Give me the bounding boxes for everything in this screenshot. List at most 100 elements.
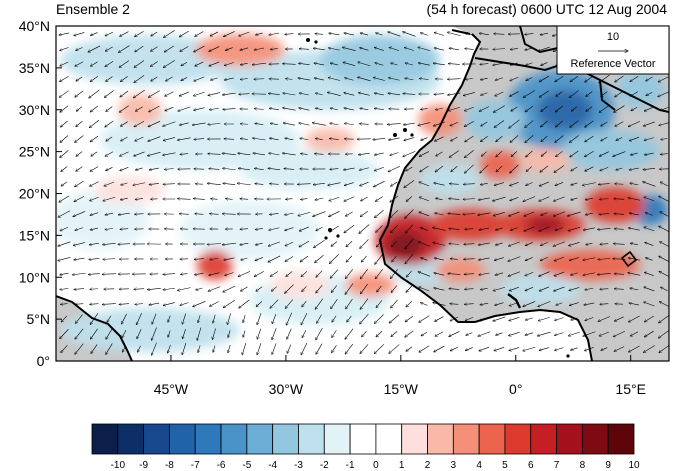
wind-vector bbox=[374, 210, 384, 218]
wind-vector bbox=[298, 78, 311, 81]
wind-vector bbox=[360, 48, 369, 51]
wind-vector bbox=[255, 228, 263, 229]
wind-vector bbox=[391, 299, 398, 308]
wind-vector bbox=[601, 121, 608, 126]
wind-vector bbox=[240, 124, 248, 125]
wind-vector bbox=[541, 212, 548, 216]
wind-vector bbox=[391, 181, 398, 186]
wind-vector bbox=[328, 77, 340, 81]
wind-vector bbox=[450, 346, 458, 351]
wind-vector bbox=[538, 316, 550, 320]
wind-vector bbox=[148, 90, 160, 98]
wind-vector bbox=[478, 331, 491, 337]
wind-vector bbox=[223, 285, 236, 292]
wind-vector bbox=[329, 33, 340, 35]
wind-vector bbox=[301, 342, 308, 355]
wind-vector bbox=[59, 32, 70, 35]
wind-vector bbox=[163, 152, 176, 155]
wind-vector bbox=[210, 258, 219, 259]
wind-vector bbox=[299, 93, 309, 96]
wind-vector bbox=[539, 226, 550, 231]
wind-vector bbox=[388, 93, 401, 96]
wind-vector bbox=[421, 258, 428, 261]
wind-vector bbox=[195, 31, 204, 37]
wind-vector bbox=[406, 346, 413, 352]
wind-vector bbox=[449, 199, 460, 200]
wind-vector bbox=[659, 256, 669, 262]
colorbar-swatch bbox=[530, 423, 557, 455]
wind-vector bbox=[134, 151, 145, 156]
wind-vector bbox=[120, 76, 128, 81]
wind-vector bbox=[60, 135, 69, 143]
wind-vector bbox=[601, 136, 608, 141]
wind-vector bbox=[448, 92, 461, 95]
wind-vector bbox=[524, 226, 535, 231]
wind-vector bbox=[450, 136, 458, 141]
wind-vector bbox=[209, 61, 220, 66]
wind-vector bbox=[526, 150, 533, 157]
lat-tick-label: 10°N bbox=[19, 269, 50, 285]
wind-vector bbox=[89, 196, 99, 201]
wind-vector bbox=[614, 346, 625, 352]
wind-vector bbox=[420, 165, 429, 172]
wind-vector bbox=[316, 226, 323, 231]
wind-vector bbox=[224, 257, 235, 260]
wind-vector bbox=[434, 48, 445, 51]
wind-vector bbox=[568, 226, 581, 231]
wind-vector bbox=[555, 182, 564, 185]
wind-vector bbox=[181, 62, 188, 65]
wind-vector bbox=[479, 106, 490, 112]
wind-vector bbox=[300, 154, 308, 155]
wind-vector bbox=[525, 135, 534, 142]
wind-vector bbox=[106, 136, 113, 141]
wind-vector bbox=[583, 272, 596, 275]
wind-vector bbox=[194, 139, 205, 140]
wind-vector bbox=[270, 49, 278, 50]
wind-vector bbox=[151, 327, 157, 341]
wind-vector bbox=[344, 196, 355, 202]
wind-vector bbox=[240, 229, 249, 230]
wind-vector bbox=[448, 214, 461, 215]
wind-vector bbox=[553, 241, 566, 247]
colorbar-label: -5 bbox=[242, 460, 251, 471]
wind-vector bbox=[406, 285, 413, 293]
wind-vector bbox=[344, 182, 354, 186]
wind-vector bbox=[209, 301, 219, 307]
wind-vector bbox=[60, 105, 69, 113]
wind-vector bbox=[628, 228, 640, 231]
wind-vector bbox=[313, 48, 325, 51]
wind-vector bbox=[88, 45, 101, 52]
wind-vector bbox=[465, 347, 473, 350]
wind-vector bbox=[134, 75, 145, 82]
wind-vector bbox=[342, 47, 356, 51]
wind-vector bbox=[479, 346, 490, 351]
wind-vector bbox=[74, 257, 85, 260]
wind-vector bbox=[315, 138, 323, 139]
wind-vector bbox=[359, 124, 369, 125]
wind-vector bbox=[405, 253, 414, 264]
wind-vector bbox=[329, 254, 339, 263]
wind-vector bbox=[525, 33, 534, 34]
wind-vector bbox=[286, 271, 293, 276]
wind-vector bbox=[391, 285, 398, 292]
wind-vector bbox=[118, 212, 130, 215]
wind-vector bbox=[61, 315, 68, 322]
wind-vector bbox=[223, 300, 235, 307]
wind-vector bbox=[285, 79, 293, 80]
wind-vector bbox=[630, 243, 638, 245]
wind-vector bbox=[243, 330, 246, 338]
wind-vector bbox=[180, 302, 189, 306]
wind-vector bbox=[614, 214, 625, 215]
wind-vector bbox=[121, 313, 127, 324]
wind-vector bbox=[526, 166, 533, 171]
wind-vector bbox=[480, 164, 489, 173]
wind-vector bbox=[254, 271, 264, 276]
wind-vector bbox=[254, 47, 265, 50]
wind-vector bbox=[223, 109, 236, 110]
wind-vector bbox=[327, 92, 341, 96]
wind-vector bbox=[272, 328, 277, 340]
wind-vector bbox=[255, 32, 263, 35]
wind-vector bbox=[345, 269, 353, 278]
wind-vector bbox=[107, 315, 112, 323]
wind-vector bbox=[479, 227, 490, 230]
